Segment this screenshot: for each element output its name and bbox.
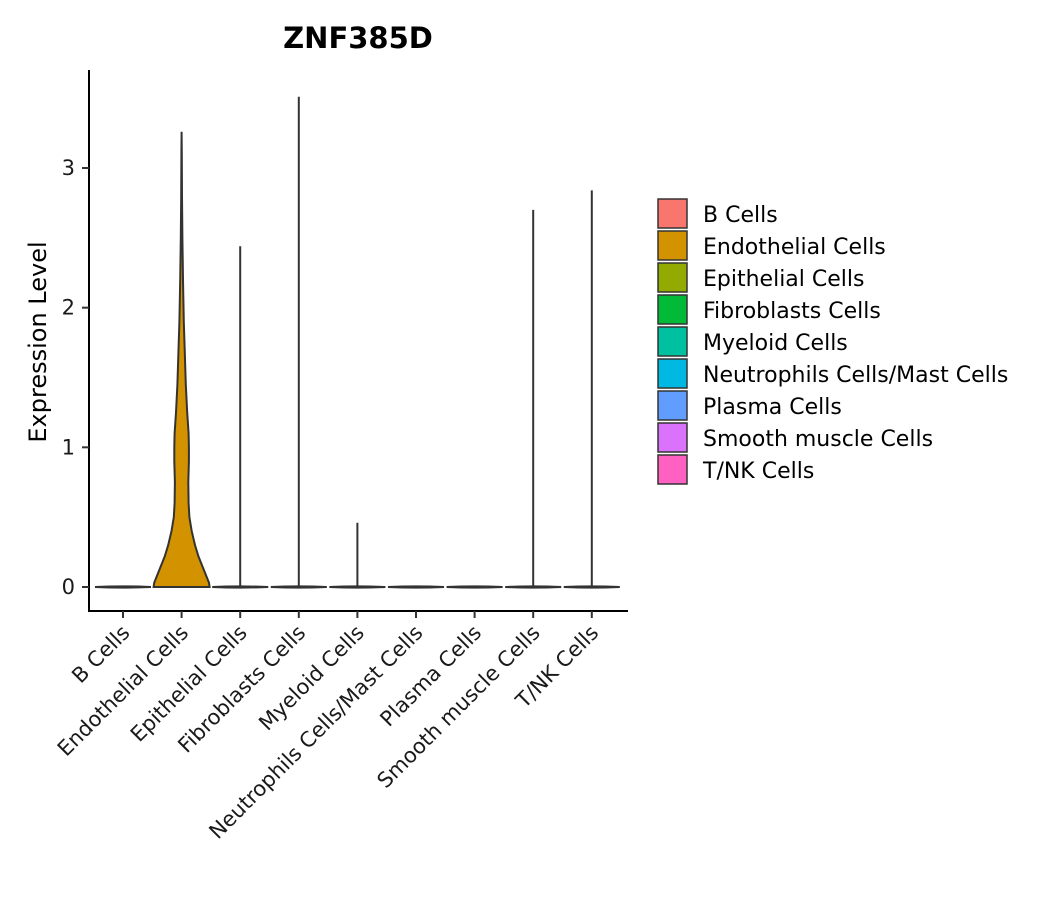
legend-key-smooth-muscle-cells — [657, 422, 688, 453]
legend-label: Neutrophils Cells/Mast Cells — [703, 363, 1008, 388]
violin-neutrophils-cells-mast-cells — [387, 585, 445, 589]
legend-key-epithelial-cells — [657, 262, 688, 293]
y-axis-ticks: 0 1 2 3 — [62, 156, 89, 599]
y-tick-label: 3 — [62, 156, 75, 180]
y-tick-label: 1 — [62, 435, 75, 459]
legend-key-plasma-cells — [657, 390, 688, 421]
violin-group — [94, 96, 620, 589]
legend-label: Fibroblasts Cells — [703, 299, 881, 324]
violin-plasma-cells — [446, 585, 503, 589]
legend-key-neutrophils-cells-mast-cells — [657, 358, 688, 389]
legend-key-t-nk-cells — [657, 454, 688, 485]
x-tick-label: Plasma Cells — [375, 621, 486, 732]
x-tick-label: Myeloid Cells — [254, 621, 369, 736]
legend-label: Epithelial Cells — [703, 267, 864, 292]
legend: B Cells Endothelial Cells Epithelial Cells… — [657, 198, 1008, 485]
y-axis-title: Expression Level — [24, 241, 52, 442]
legend-key-myeloid-cells — [657, 326, 688, 357]
x-tick-label: Neutrophils Cells/Mast Cells — [204, 621, 427, 844]
chart-title: ZNF385D — [283, 21, 433, 55]
violin-b-cells — [94, 585, 152, 589]
legend-label: T/NK Cells — [702, 459, 814, 484]
legend-key-endothelial-cells — [657, 230, 688, 261]
y-tick-label: 2 — [62, 296, 75, 320]
violin-endothelial-cells — [152, 131, 211, 588]
legend-label: Endothelial Cells — [703, 235, 886, 260]
legend-label: Myeloid Cells — [703, 331, 848, 356]
legend-key-b-cells — [657, 198, 688, 229]
legend-label: Smooth muscle Cells — [703, 427, 933, 452]
y-tick-label: 0 — [62, 575, 75, 599]
legend-label: Plasma Cells — [703, 395, 842, 420]
legend-key-fibroblasts-cells — [657, 294, 688, 325]
legend-label: B Cells — [703, 203, 778, 228]
